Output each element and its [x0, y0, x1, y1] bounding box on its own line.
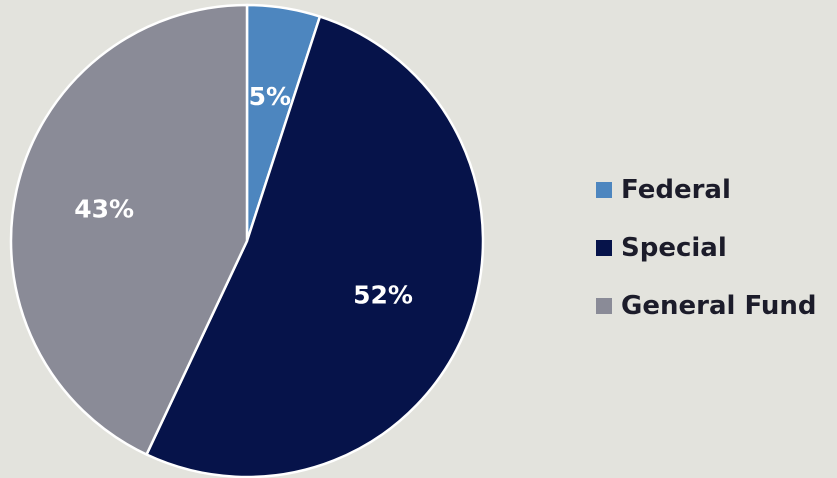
legend-swatch-special	[596, 240, 612, 256]
pie-slice-label-special: 52%	[353, 280, 413, 309]
legend-label-general-fund: General Fund	[621, 291, 817, 321]
pie-slice-general-fund	[9, 3, 249, 456]
legend-item-federal: Federal	[596, 170, 817, 210]
chart-legend: Federal Special General Fund	[596, 170, 817, 326]
legend-item-general-fund: General Fund	[596, 286, 817, 326]
pie-slice-label-general-fund: 43%	[74, 195, 134, 224]
pie-slice-special	[145, 15, 485, 478]
legend-swatch-general-fund	[596, 298, 612, 314]
legend-label-federal: Federal	[621, 175, 731, 205]
legend-swatch-federal	[596, 182, 612, 198]
pie-slice-label-federal: 5%	[249, 82, 291, 111]
legend-label-special: Special	[621, 233, 727, 263]
legend-item-special: Special	[596, 228, 817, 268]
